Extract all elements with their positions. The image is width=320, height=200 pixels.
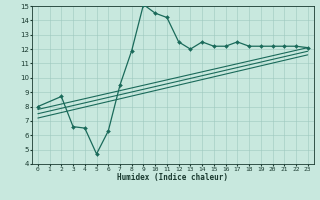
X-axis label: Humidex (Indice chaleur): Humidex (Indice chaleur) bbox=[117, 173, 228, 182]
